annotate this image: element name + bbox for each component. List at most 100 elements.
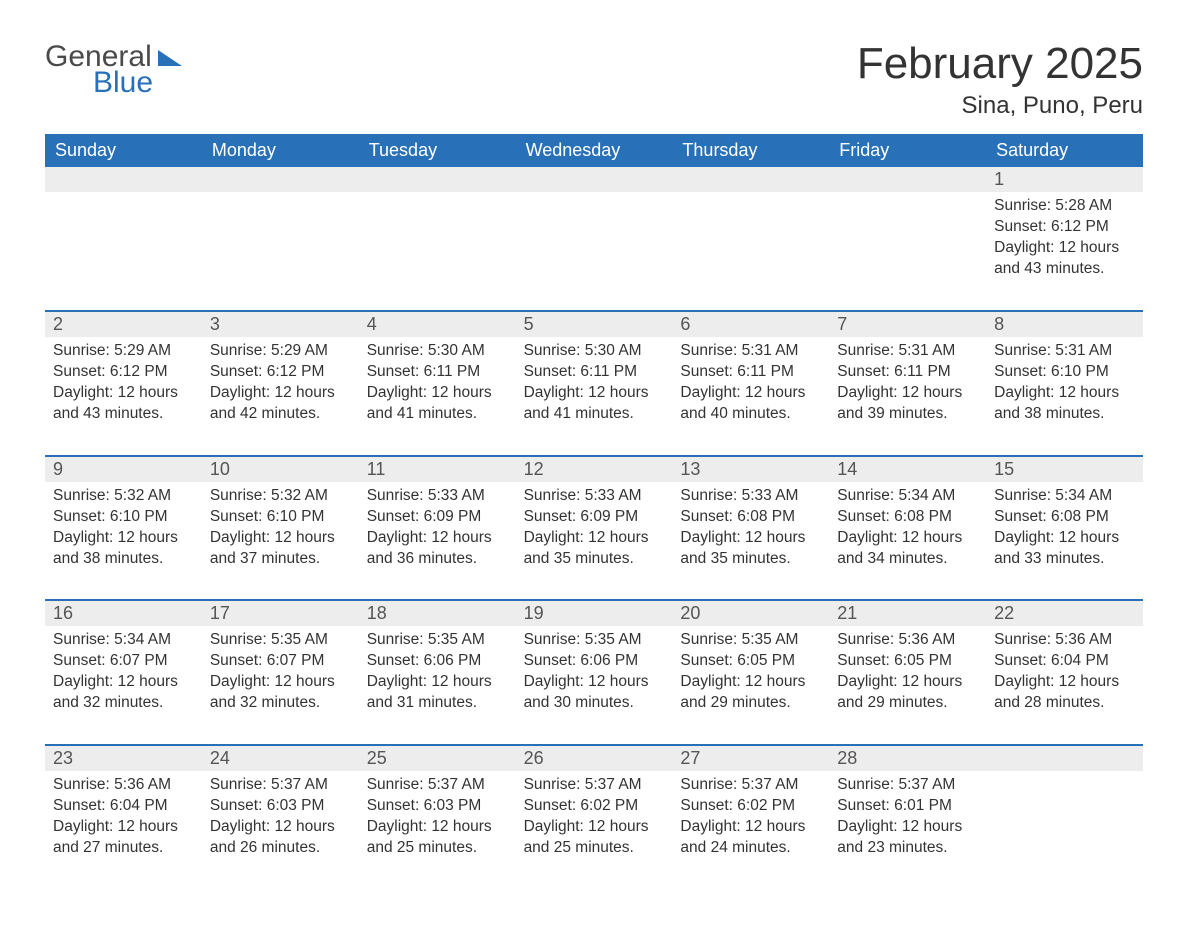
day-body xyxy=(986,771,1143,889)
day-number: 7 xyxy=(829,312,986,337)
sunset-line: Sunset: 6:08 PM xyxy=(994,507,1135,528)
sunset-line: Sunset: 6:06 PM xyxy=(367,651,508,672)
day-body xyxy=(672,192,829,310)
sunrise-line: Sunrise: 5:34 AM xyxy=(837,486,978,507)
sunrise-line: Sunrise: 5:35 AM xyxy=(367,630,508,651)
day-body-row: Sunrise: 5:32 AMSunset: 6:10 PMDaylight:… xyxy=(45,482,1143,600)
day-number: 2 xyxy=(45,312,202,337)
day-body: Sunrise: 5:29 AMSunset: 6:12 PMDaylight:… xyxy=(45,337,202,455)
sunrise-line: Sunrise: 5:34 AM xyxy=(53,630,194,651)
day-number: 9 xyxy=(45,457,202,482)
day-number: 5 xyxy=(516,312,673,337)
daylight-line: Daylight: 12 hours and 24 minutes. xyxy=(680,817,821,859)
day-body: Sunrise: 5:36 AMSunset: 6:05 PMDaylight:… xyxy=(829,626,986,744)
day-number-row: 9101112131415 xyxy=(45,457,1143,482)
day-body: Sunrise: 5:29 AMSunset: 6:12 PMDaylight:… xyxy=(202,337,359,455)
day-body-row: Sunrise: 5:36 AMSunset: 6:04 PMDaylight:… xyxy=(45,771,1143,889)
daylight-line: Daylight: 12 hours and 29 minutes. xyxy=(837,672,978,714)
daylight-line: Daylight: 12 hours and 28 minutes. xyxy=(994,672,1135,714)
day-body: Sunrise: 5:36 AMSunset: 6:04 PMDaylight:… xyxy=(986,626,1143,744)
day-body: Sunrise: 5:28 AMSunset: 6:12 PMDaylight:… xyxy=(986,192,1143,310)
daylight-line: Daylight: 12 hours and 42 minutes. xyxy=(210,383,351,425)
day-body: Sunrise: 5:33 AMSunset: 6:09 PMDaylight:… xyxy=(516,482,673,600)
sunset-line: Sunset: 6:06 PM xyxy=(524,651,665,672)
day-number xyxy=(829,167,986,192)
day-number xyxy=(672,167,829,192)
day-body: Sunrise: 5:37 AMSunset: 6:02 PMDaylight:… xyxy=(516,771,673,889)
sunrise-line: Sunrise: 5:35 AM xyxy=(680,630,821,651)
day-body: Sunrise: 5:34 AMSunset: 6:08 PMDaylight:… xyxy=(829,482,986,600)
day-body: Sunrise: 5:34 AMSunset: 6:08 PMDaylight:… xyxy=(986,482,1143,600)
sunrise-line: Sunrise: 5:32 AM xyxy=(210,486,351,507)
day-body: Sunrise: 5:37 AMSunset: 6:03 PMDaylight:… xyxy=(359,771,516,889)
sunrise-line: Sunrise: 5:37 AM xyxy=(210,775,351,796)
day-body: Sunrise: 5:33 AMSunset: 6:08 PMDaylight:… xyxy=(672,482,829,600)
day-body xyxy=(516,192,673,310)
sunrise-line: Sunrise: 5:33 AM xyxy=(680,486,821,507)
daylight-line: Daylight: 12 hours and 27 minutes. xyxy=(53,817,194,859)
calendar-header-cell: Thursday xyxy=(672,134,829,167)
daylight-line: Daylight: 12 hours and 23 minutes. xyxy=(837,817,978,859)
day-number: 16 xyxy=(45,601,202,626)
day-body: Sunrise: 5:37 AMSunset: 6:03 PMDaylight:… xyxy=(202,771,359,889)
day-body xyxy=(202,192,359,310)
sunrise-line: Sunrise: 5:35 AM xyxy=(210,630,351,651)
sunset-line: Sunset: 6:04 PM xyxy=(994,651,1135,672)
day-body: Sunrise: 5:36 AMSunset: 6:04 PMDaylight:… xyxy=(45,771,202,889)
daylight-line: Daylight: 12 hours and 26 minutes. xyxy=(210,817,351,859)
sunset-line: Sunset: 6:02 PM xyxy=(524,796,665,817)
sunset-line: Sunset: 6:12 PM xyxy=(994,217,1135,238)
daylight-line: Daylight: 12 hours and 41 minutes. xyxy=(524,383,665,425)
daylight-line: Daylight: 12 hours and 41 minutes. xyxy=(367,383,508,425)
day-number: 3 xyxy=(202,312,359,337)
sunrise-line: Sunrise: 5:37 AM xyxy=(837,775,978,796)
day-number: 12 xyxy=(516,457,673,482)
day-number: 15 xyxy=(986,457,1143,482)
logo: General Blue xyxy=(45,40,182,98)
sunrise-line: Sunrise: 5:31 AM xyxy=(994,341,1135,362)
location-label: Sina, Puno, Peru xyxy=(857,92,1143,120)
calendar-week: 16171819202122 Sunrise: 5:34 AM Sunset: 6:… xyxy=(45,599,1143,744)
day-body: Sunrise: 5:35 AMSunset: 6:06 PMDaylight:… xyxy=(516,626,673,744)
sunrise-line: Sunrise: 5:36 AM xyxy=(994,630,1135,651)
sunset-line: Sunset: 6:03 PM xyxy=(210,796,351,817)
sunset-line: Sunset: 6:10 PM xyxy=(994,362,1135,383)
daylight-line: Daylight: 12 hours and 43 minutes. xyxy=(994,238,1135,280)
day-number: 27 xyxy=(672,746,829,771)
day-body-row: Sunrise: 5:34 AM Sunset: 6:07 PM Daylight:… xyxy=(45,626,1143,744)
calendar-header-cell: Saturday xyxy=(986,134,1143,167)
day-number xyxy=(45,167,202,192)
day-body-row: Sunrise: 5:28 AMSunset: 6:12 PMDaylight:… xyxy=(45,192,1143,310)
day-number: 24 xyxy=(202,746,359,771)
day-number: 6 xyxy=(672,312,829,337)
day-number: 14 xyxy=(829,457,986,482)
day-number: 20 xyxy=(672,601,829,626)
logo-word2: Blue xyxy=(93,68,182,98)
calendar-week: 232425262728Sunrise: 5:36 AMSunset: 6:04… xyxy=(45,744,1143,889)
day-number: 4 xyxy=(359,312,516,337)
sunset-line: Sunset: 6:04 PM xyxy=(53,796,194,817)
calendar-week: 1Sunrise: 5:28 AMSunset: 6:12 PMDaylight… xyxy=(45,167,1143,310)
sunrise-line: Sunrise: 5:31 AM xyxy=(680,341,821,362)
day-number xyxy=(359,167,516,192)
sunrise-line: Sunrise: 5:34 AM xyxy=(994,486,1135,507)
day-body: Sunrise: 5:35 AMSunset: 6:06 PMDaylight:… xyxy=(359,626,516,744)
day-number: 1 xyxy=(986,167,1143,192)
day-number xyxy=(986,746,1143,771)
day-number: 19 xyxy=(516,601,673,626)
daylight-line: Daylight: 12 hours and 33 minutes. xyxy=(994,528,1135,570)
day-number: 23 xyxy=(45,746,202,771)
day-number: 17 xyxy=(202,601,359,626)
day-number: 26 xyxy=(516,746,673,771)
sunset-line: Sunset: 6:07 PM xyxy=(210,651,351,672)
sunrise-line: Sunrise: 5:36 AM xyxy=(53,775,194,796)
sunrise-line: Sunrise: 5:33 AM xyxy=(367,486,508,507)
day-body xyxy=(359,192,516,310)
sunset-line: Sunset: 6:05 PM xyxy=(837,651,978,672)
daylight-line: Daylight: 12 hours and 39 minutes. xyxy=(837,383,978,425)
calendar-header-cell: Tuesday xyxy=(359,134,516,167)
day-number: 10 xyxy=(202,457,359,482)
day-number-row: 16171819202122 xyxy=(45,601,1143,626)
sunset-line: Sunset: 6:05 PM xyxy=(680,651,821,672)
daylight-line: Daylight: 12 hours and 35 minutes. xyxy=(680,528,821,570)
